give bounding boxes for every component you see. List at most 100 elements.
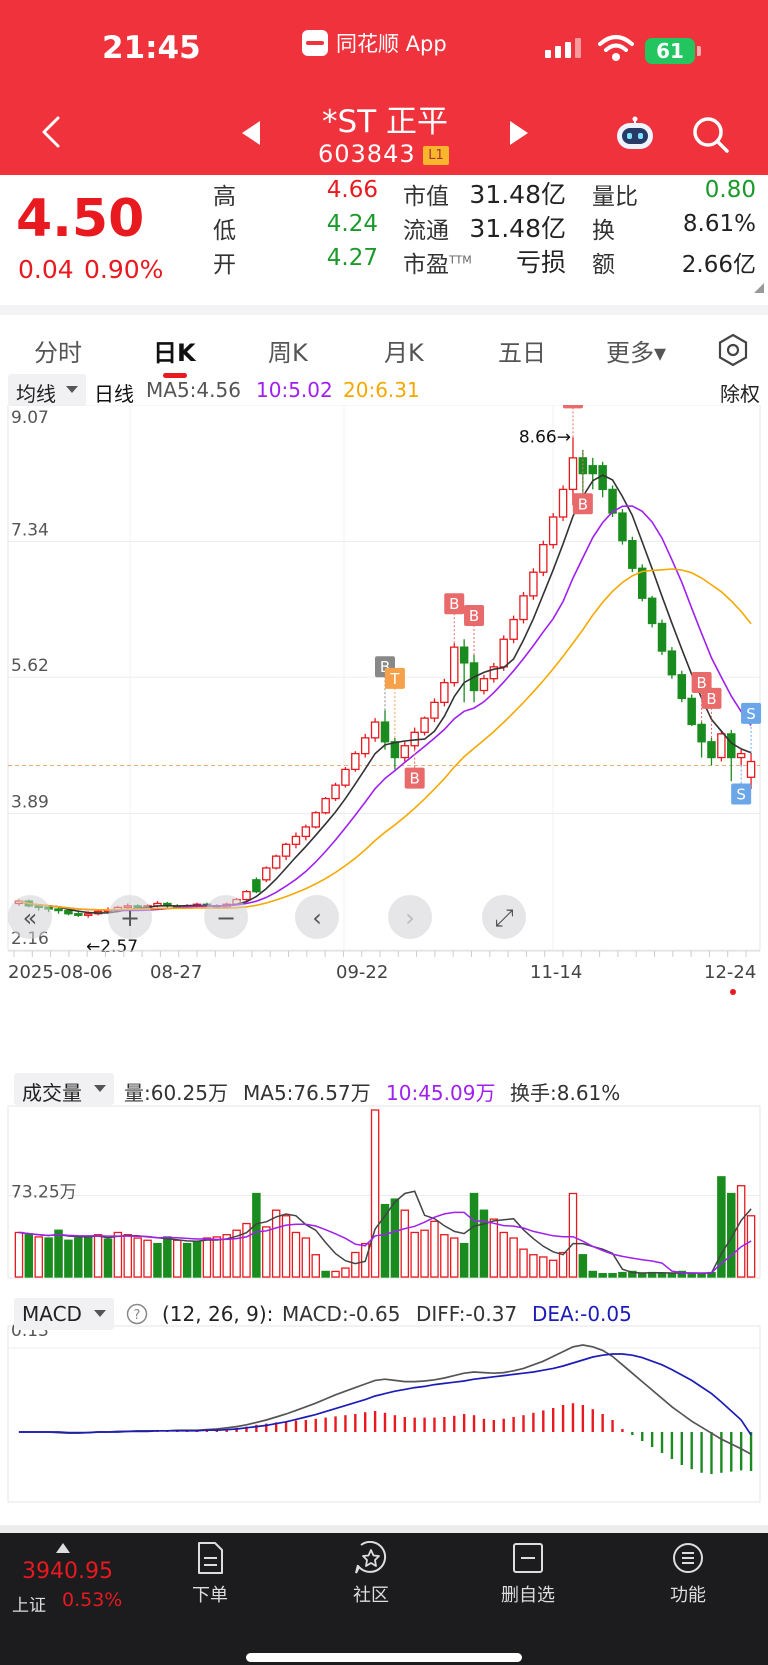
signal-marker-box — [384, 667, 405, 689]
price-change-pct: 0.90% — [84, 255, 164, 284]
robot-assistant-icon[interactable] — [613, 116, 657, 152]
pe-value: 亏损 — [515, 248, 566, 277]
low-value: 4.24 — [326, 211, 378, 237]
tab-monthly-k[interactable]: 月K — [384, 339, 424, 367]
ma20-value: 20:6.31 — [343, 378, 420, 402]
search-icon[interactable] — [690, 114, 730, 154]
tab-intraday[interactable]: 分时 — [34, 339, 82, 367]
signal-marker-box — [562, 405, 583, 409]
candle-body — [657, 622, 667, 652]
signal-marker: B — [572, 449, 593, 515]
macd-dea-line — [18, 1353, 752, 1436]
stock-name: *ST 正平 — [322, 104, 448, 140]
remove-watchlist-button[interactable]: 删自选 — [488, 1541, 568, 1607]
volume-chevron-icon — [94, 1085, 106, 1092]
expand-corner-icon[interactable] — [754, 283, 764, 293]
candle-body — [301, 826, 311, 838]
candle-body — [430, 701, 439, 719]
volume-bar — [598, 1273, 607, 1278]
candle-body — [628, 540, 637, 569]
volume-bar — [321, 1270, 330, 1278]
signal-marker-box — [444, 593, 465, 615]
volume-bar — [440, 1234, 449, 1278]
volume-bar — [252, 1192, 261, 1278]
volume-bar — [717, 1176, 726, 1278]
volume-bar — [83, 1236, 93, 1278]
home-indicator — [246, 1653, 522, 1662]
volume-chart[interactable]: 73.25万 — [0, 1070, 768, 1290]
fullscreen-button[interactable]: ⤢ — [482, 895, 526, 939]
volume-bar — [479, 1209, 489, 1278]
volume-bar — [509, 1237, 518, 1278]
candle-body — [390, 741, 400, 759]
collapse-left-button[interactable]: « — [8, 895, 52, 939]
community-star-icon — [355, 1541, 387, 1574]
kline-x-tick: 09-22 — [336, 962, 388, 983]
status-app-label: 同花顺 App — [302, 28, 447, 58]
candle-body — [489, 666, 499, 680]
volume-bar — [143, 1239, 152, 1278]
settings-hexagon-icon[interactable] — [716, 333, 750, 367]
candle-body — [608, 488, 617, 514]
macd-dea: DEA:-0.05 — [532, 1302, 632, 1326]
candle-body — [667, 650, 677, 676]
mktcap-label: 市值 — [403, 184, 449, 210]
order-button[interactable]: 下单 — [170, 1541, 250, 1607]
signal-marker: B — [562, 405, 583, 438]
candle-body — [717, 733, 726, 759]
candle-body — [83, 913, 93, 916]
candle-body — [311, 812, 320, 828]
volume-bar — [657, 1273, 667, 1278]
volume-bar — [380, 1203, 390, 1278]
functions-button[interactable]: 功能 — [648, 1541, 728, 1607]
minus-square-icon — [513, 1543, 543, 1573]
volume-bar — [568, 1192, 578, 1278]
zoom-out-button-bg — [204, 895, 248, 939]
high-label: 高 — [213, 184, 236, 210]
candle-body — [450, 646, 459, 684]
app-logo-icon — [302, 30, 328, 56]
ma5-value: MA5:4.56 — [146, 378, 241, 402]
zoom-out-button[interactable]: − — [204, 895, 248, 939]
candle-body — [519, 595, 528, 621]
scroll-right-button-glyph: › — [405, 904, 415, 932]
volume-bar — [163, 1236, 172, 1278]
macd-dropdown[interactable] — [14, 1298, 114, 1330]
chevron-down-icon — [66, 386, 78, 393]
tab-five-day[interactable]: 五日 — [498, 339, 546, 367]
period-tabs: 分时 日K 周K 月K 五日 更多▾ — [0, 305, 768, 378]
help-icon[interactable]: ? — [126, 1303, 148, 1325]
community-button[interactable]: 社区 — [331, 1541, 411, 1607]
svg-text:?: ? — [134, 1308, 141, 1323]
macd-chart[interactable]: 0.13 — [0, 1290, 768, 1505]
back-icon[interactable] — [38, 115, 64, 149]
volume-bar — [450, 1237, 459, 1278]
ex-rights-label[interactable]: 除权 — [720, 382, 760, 406]
index-value[interactable]: 3940.95 — [22, 1559, 113, 1584]
scroll-right-button[interactable]: › — [388, 895, 432, 939]
tab-underline — [163, 373, 187, 378]
candle-body — [400, 745, 410, 759]
float-label: 流通 — [403, 218, 449, 244]
volume-dropdown[interactable] — [14, 1073, 114, 1105]
next-stock-icon[interactable] — [508, 120, 530, 146]
candle-body — [529, 571, 538, 597]
signal-marker: S — [731, 765, 752, 805]
fullscreen-button-bg — [482, 895, 526, 939]
prev-stock-icon[interactable] — [240, 120, 262, 146]
macd-value: MACD:-0.65 — [282, 1302, 401, 1326]
tab-daily-k[interactable]: 日K — [153, 339, 196, 367]
volume-bar — [153, 1242, 162, 1278]
zoom-in-button[interactable]: + — [108, 895, 152, 939]
signal-marker: B — [444, 593, 465, 644]
volume-bar — [489, 1218, 499, 1278]
scroll-left-button[interactable]: ‹ — [295, 895, 339, 939]
ma10-line — [18, 505, 752, 912]
tab-more[interactable]: 更多▾ — [606, 339, 667, 367]
volume-bar — [182, 1242, 192, 1278]
tab-weekly-k[interactable]: 周K — [268, 339, 308, 367]
kline-chart[interactable]: 9.077.345.623.892.16BTBBBBBBBSS8.66→←2.5… — [0, 405, 768, 1065]
volume-bar — [262, 1226, 271, 1278]
candle-body — [677, 674, 687, 700]
order-doc-icon — [198, 1542, 223, 1574]
